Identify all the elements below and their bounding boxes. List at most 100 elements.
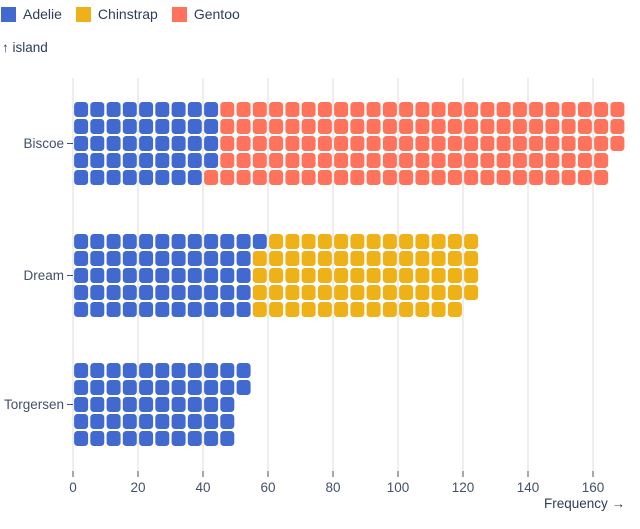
waffle-cell-adelie xyxy=(74,285,89,300)
waffle-cell-adelie xyxy=(171,302,186,317)
waffle-cell-gentoo xyxy=(366,153,381,168)
waffle-cell-gentoo xyxy=(301,153,316,168)
waffle-cell-adelie xyxy=(122,431,137,446)
waffle-cell-gentoo xyxy=(464,102,479,117)
waffle-cell-gentoo xyxy=(577,136,592,151)
waffle-cell-gentoo xyxy=(577,170,592,185)
waffle-cell-chinstrap xyxy=(366,302,381,317)
waffle-cell-gentoo xyxy=(269,119,284,134)
waffle-cell-adelie xyxy=(155,153,170,168)
waffle-cell-adelie xyxy=(187,153,202,168)
x-tick-label: 120 xyxy=(452,480,475,495)
y-category-label: Biscoe xyxy=(23,136,64,151)
waffle-cell-gentoo xyxy=(285,136,300,151)
waffle-cell-gentoo xyxy=(496,170,511,185)
waffle-cell-adelie xyxy=(187,380,202,395)
waffle-cell-gentoo xyxy=(415,136,430,151)
waffle-cell-gentoo xyxy=(480,170,495,185)
waffle-cell-gentoo xyxy=(399,136,414,151)
waffle-cell-adelie xyxy=(90,414,105,429)
waffle-cell-chinstrap xyxy=(301,234,316,249)
waffle-cell-chinstrap xyxy=(382,268,397,283)
y-category-label: Torgersen xyxy=(4,397,64,412)
waffle-cell-chinstrap xyxy=(334,285,349,300)
waffle-cell-gentoo xyxy=(285,153,300,168)
waffle-cell-adelie xyxy=(220,380,235,395)
waffle-cell-adelie xyxy=(171,102,186,117)
waffle-cell-gentoo xyxy=(577,102,592,117)
waffle-cell-chinstrap xyxy=(285,268,300,283)
waffle-cell-chinstrap xyxy=(269,234,284,249)
waffle-cell-adelie xyxy=(74,251,89,266)
waffle-cell-gentoo xyxy=(301,119,316,134)
waffle-cell-adelie xyxy=(106,414,121,429)
waffle-cell-gentoo xyxy=(350,153,365,168)
waffle-cell-chinstrap xyxy=(415,234,430,249)
waffle-cell-gentoo xyxy=(334,119,349,134)
waffle-cell-gentoo xyxy=(399,153,414,168)
waffle-cell-gentoo xyxy=(317,153,332,168)
waffle-cell-gentoo xyxy=(431,136,446,151)
waffle-cell-chinstrap xyxy=(252,251,267,266)
waffle-cell-adelie xyxy=(90,397,105,412)
waffle-cell-adelie xyxy=(236,251,251,266)
waffle-cell-adelie xyxy=(155,414,170,429)
y-axis-title: ↑ island xyxy=(2,40,48,55)
waffle-cell-gentoo xyxy=(561,102,576,117)
waffle-cell-gentoo xyxy=(252,136,267,151)
legend-swatch-adelie-icon xyxy=(1,7,16,22)
waffle-cell-adelie xyxy=(220,285,235,300)
waffle-cell-gentoo xyxy=(252,153,267,168)
waffle-cell-adelie xyxy=(220,431,235,446)
legend-item-gentoo: Gentoo xyxy=(171,7,240,22)
waffle-cell-adelie xyxy=(106,268,121,283)
waffle-cell-gentoo xyxy=(334,153,349,168)
waffle-cell-gentoo xyxy=(415,153,430,168)
waffle-cell-gentoo xyxy=(334,102,349,117)
waffle-cell-gentoo xyxy=(464,119,479,134)
waffle-cell-gentoo xyxy=(236,170,251,185)
waffle-cell-adelie xyxy=(139,119,154,134)
waffle-cell-adelie xyxy=(106,363,121,378)
waffle-cell-adelie xyxy=(155,302,170,317)
legend-label-adelie: Adelie xyxy=(23,6,62,22)
waffle-cell-adelie xyxy=(139,302,154,317)
x-tick-label: 60 xyxy=(260,480,275,495)
waffle-cell-gentoo xyxy=(545,136,560,151)
waffle-cell-adelie xyxy=(122,397,137,412)
waffle-cell-gentoo xyxy=(496,136,511,151)
waffle-cell-adelie xyxy=(106,153,121,168)
waffle-cell-gentoo xyxy=(236,136,251,151)
waffle-cell-adelie xyxy=(106,285,121,300)
waffle-cell-gentoo xyxy=(350,119,365,134)
waffle-cell-adelie xyxy=(187,397,202,412)
waffle-cell-gentoo xyxy=(236,153,251,168)
waffle-cell-adelie xyxy=(106,431,121,446)
waffle-cell-adelie xyxy=(204,397,219,412)
waffle-cell-adelie xyxy=(171,153,186,168)
waffle-cell-gentoo xyxy=(512,170,527,185)
waffle-cell-adelie xyxy=(155,119,170,134)
x-tick-label: 20 xyxy=(130,480,145,495)
waffle-cell-adelie xyxy=(90,285,105,300)
waffle-cell-chinstrap xyxy=(431,302,446,317)
waffle-cell-adelie xyxy=(187,302,202,317)
waffle-cell-adelie xyxy=(236,302,251,317)
waffle-cell-adelie xyxy=(139,251,154,266)
x-tick-label: 160 xyxy=(582,480,605,495)
waffle-cell-chinstrap xyxy=(269,268,284,283)
waffle-cell-gentoo xyxy=(610,102,625,117)
waffle-cell-adelie xyxy=(90,234,105,249)
waffle-cell-adelie xyxy=(90,431,105,446)
waffle-cell-gentoo xyxy=(334,136,349,151)
waffle-cell-gentoo xyxy=(382,119,397,134)
waffle-cell-gentoo xyxy=(480,119,495,134)
waffle-cell-adelie xyxy=(122,136,137,151)
waffle-cell-adelie xyxy=(155,251,170,266)
waffle-cell-adelie xyxy=(187,251,202,266)
waffle-cell-adelie xyxy=(171,268,186,283)
waffle-cell-gentoo xyxy=(529,170,544,185)
waffle-cell-adelie xyxy=(187,268,202,283)
waffle-cell-gentoo xyxy=(269,153,284,168)
waffle-cell-gentoo xyxy=(529,102,544,117)
